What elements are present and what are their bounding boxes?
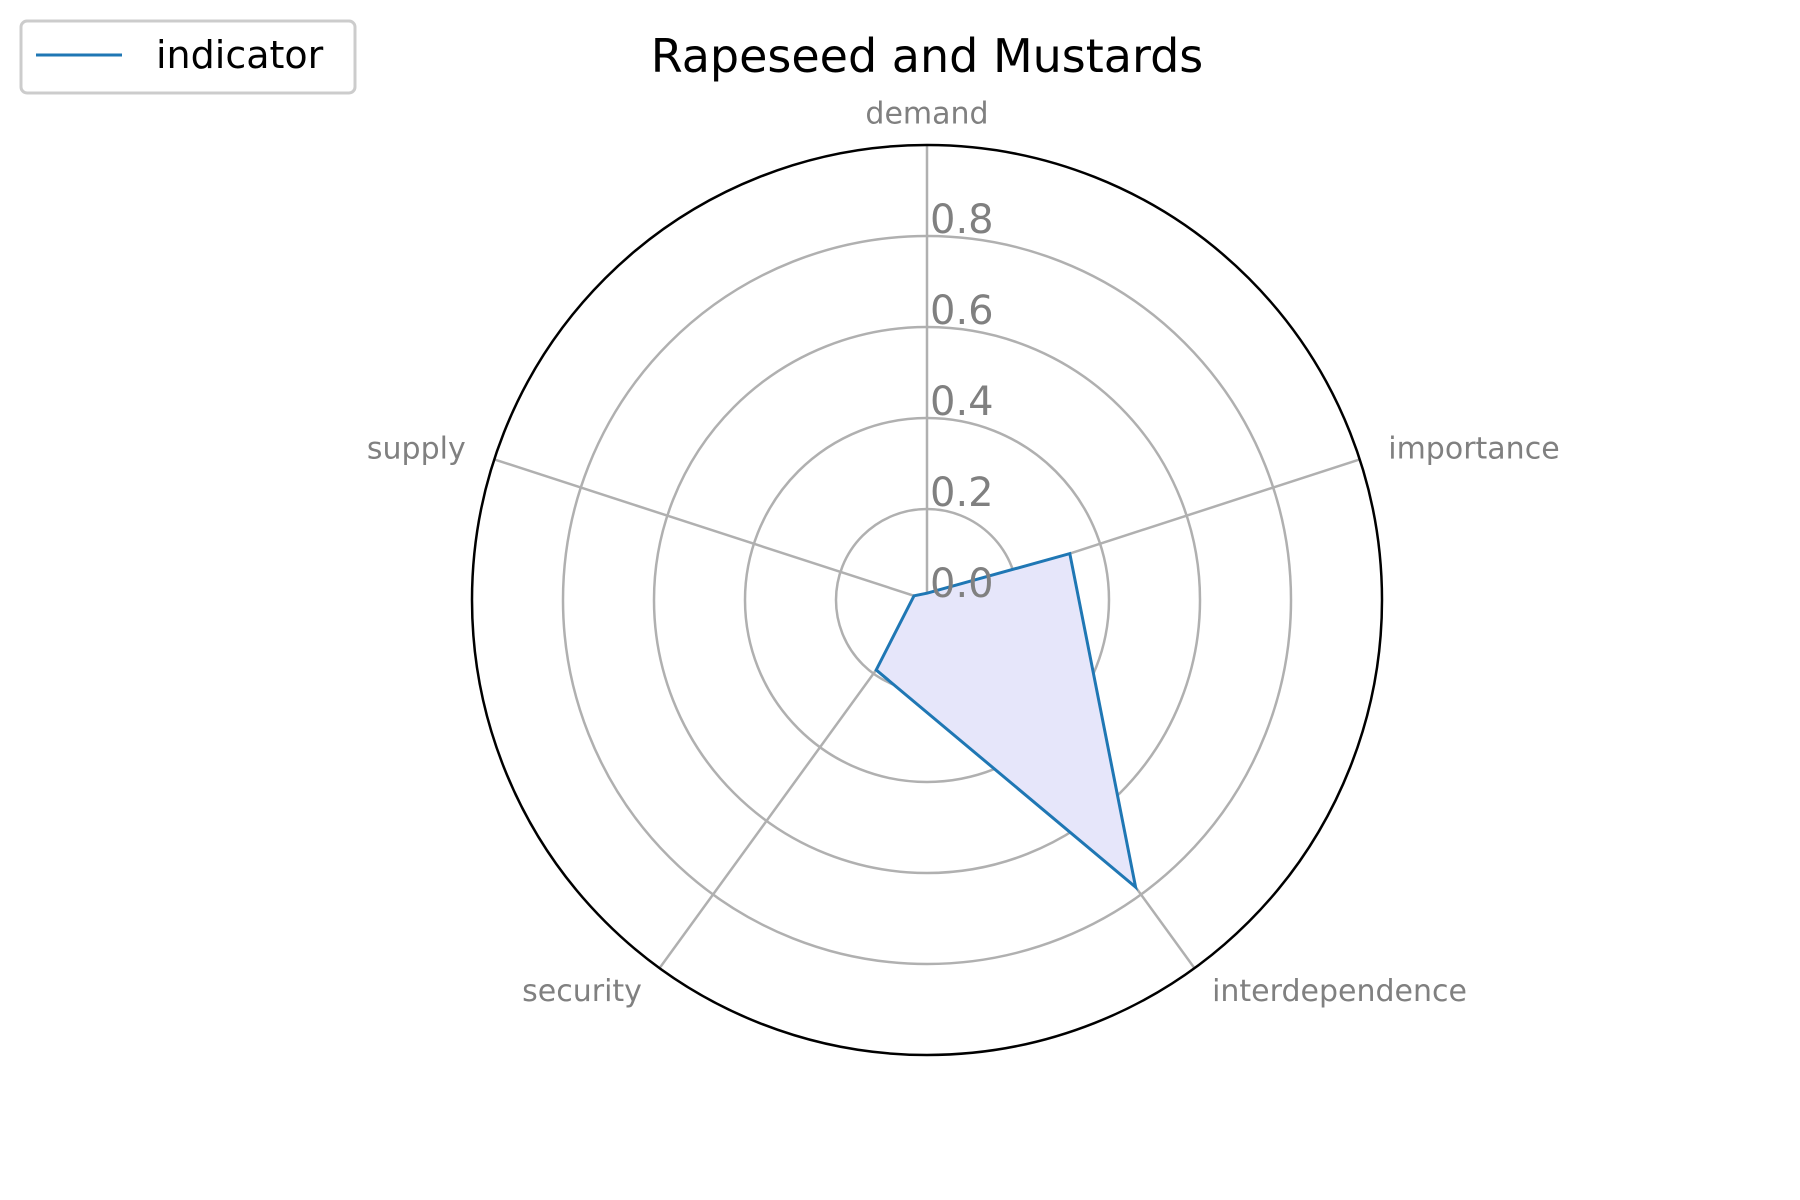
- axis-label-interdependence: interdependence: [1212, 974, 1467, 1009]
- tick-label: 0.8: [930, 197, 994, 243]
- axis-labels: demand importance interdependence security s…: [367, 97, 1560, 1009]
- axis-label-supply: supply: [367, 432, 466, 467]
- axis-spokes: [493, 145, 1361, 969]
- axis-label-security: security: [522, 974, 642, 1009]
- spoke-supply: [493, 458, 928, 602]
- radial-tick-labels: 0.0 0.2 0.4 0.6 0.8: [930, 197, 994, 607]
- legend-label-indicator: indicator: [156, 33, 324, 77]
- polar-frame: [470, 143, 1384, 1057]
- legend: indicator: [19, 19, 357, 95]
- series-line-indicator: [874, 551, 1138, 891]
- legend-box: [19, 19, 357, 95]
- series-layer: [874, 551, 1138, 891]
- tick-label: 0.0: [930, 561, 994, 607]
- tick-label: 0.6: [930, 288, 994, 334]
- axis-label-importance: importance: [1388, 432, 1559, 467]
- chart-title: Rapeseed and Mustards: [651, 29, 1204, 83]
- series-area-indicator: [876, 553, 1136, 888]
- axis-label-demand: demand: [865, 97, 988, 132]
- tick-label: 0.2: [930, 470, 994, 516]
- tick-label: 0.4: [930, 379, 994, 425]
